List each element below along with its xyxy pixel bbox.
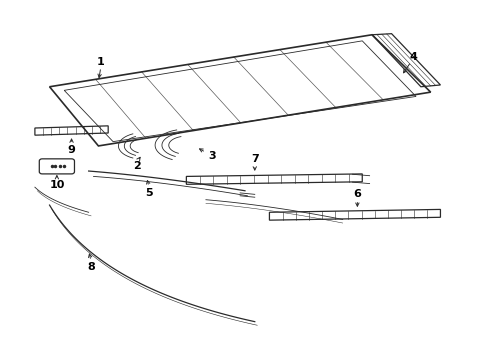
Text: 2: 2 bbox=[133, 161, 141, 171]
Text: 8: 8 bbox=[87, 262, 95, 272]
Text: 10: 10 bbox=[49, 180, 65, 190]
Text: 5: 5 bbox=[145, 188, 153, 198]
Text: 3: 3 bbox=[208, 151, 216, 161]
Text: 9: 9 bbox=[68, 145, 75, 155]
Text: 4: 4 bbox=[410, 51, 417, 62]
Text: 7: 7 bbox=[251, 154, 259, 164]
Text: 1: 1 bbox=[97, 57, 105, 67]
Text: 6: 6 bbox=[353, 189, 361, 199]
